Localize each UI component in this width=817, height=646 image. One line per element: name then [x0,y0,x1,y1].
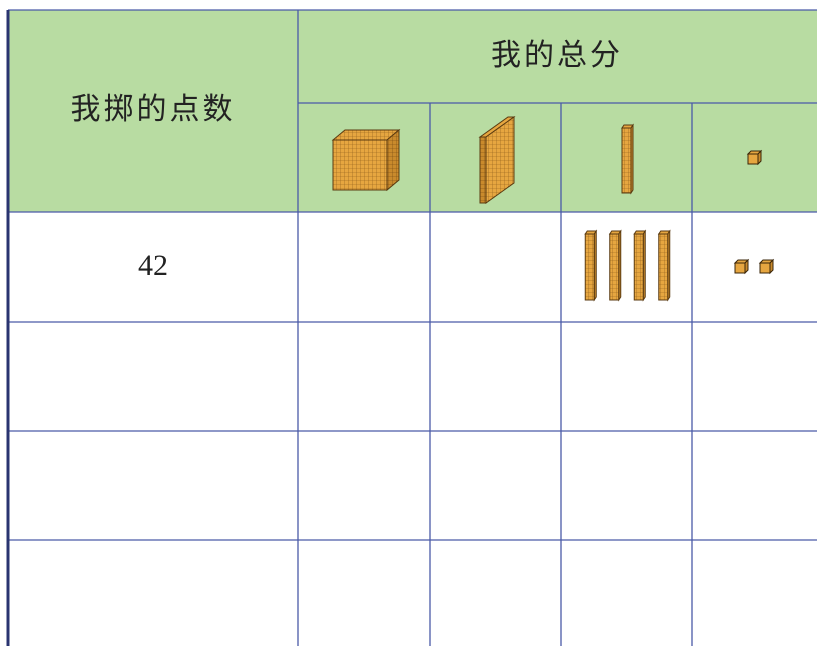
total-header: 我的总分 [491,38,623,73]
unit-cube [758,258,775,275]
hundred-flat-icon [478,116,516,204]
ten-rod-icon [621,123,634,195]
thousand-cube-icon [331,128,401,192]
roll-header: 我掷的点数 [71,92,236,127]
unit-cube [733,258,750,275]
unit-cube-icon [746,149,763,166]
header-bg [8,10,817,212]
roll-value: 42 [138,249,168,282]
ten-rod [608,229,622,302]
ten-rod [584,229,598,302]
table-grid [6,9,817,646]
ten-rod [633,229,647,302]
ten-rod [657,229,671,302]
